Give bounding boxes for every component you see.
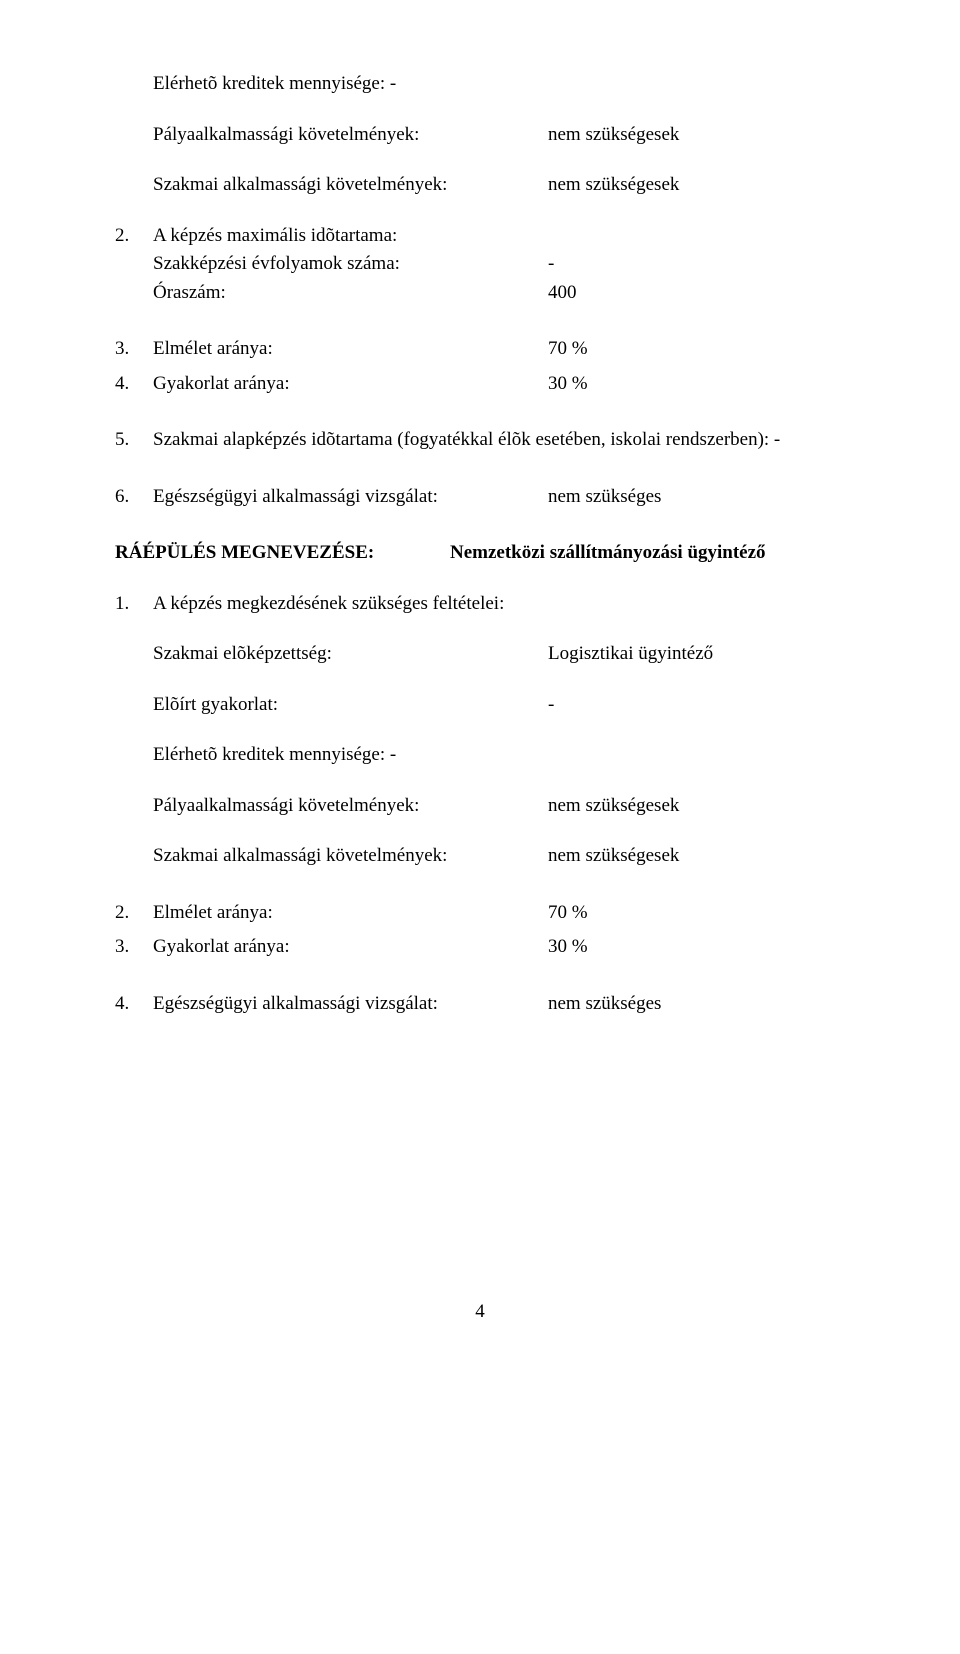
palyaalkalmassagi-row: Pályaalkalmassági követelmények: nem szü… bbox=[153, 121, 845, 150]
item-m1: 1. A képzés megkezdésének szükséges felt… bbox=[115, 590, 845, 871]
egeszseg-value: nem szükséges bbox=[548, 483, 845, 512]
raepules-heading: RÁÉPÜLÉS MEGNEVEZÉSE: Nemzetközi szállít… bbox=[115, 539, 845, 568]
item-number: 3. bbox=[115, 933, 153, 962]
item-number: 3. bbox=[115, 335, 153, 364]
evfolyamok-value: - bbox=[548, 250, 845, 279]
gyakorlat-eloir-value: - bbox=[548, 691, 845, 720]
item-number: 4. bbox=[115, 370, 153, 399]
evfolyamok-label: Szakképzési évfolyamok száma: bbox=[153, 250, 548, 279]
palyaalkalmassagi-label-2: Pályaalkalmassági követelmények: bbox=[153, 792, 548, 821]
elmelet-label: Elmélet aránya: bbox=[153, 335, 548, 364]
item-m3: 3. Gyakorlat aránya: 30 % bbox=[115, 933, 845, 962]
alapkepzes-text: Szakmai alapképzés idõtartama (fogyatékk… bbox=[153, 426, 845, 455]
gyakorlat-label: Gyakorlat aránya: bbox=[153, 370, 548, 399]
egeszseg-label: Egészségügyi alkalmassági vizsgálat: bbox=[153, 483, 548, 512]
oraszam-label: Óraszám: bbox=[153, 279, 548, 308]
item-number: 2. bbox=[115, 899, 153, 928]
palyaalkalmassagi-value: nem szükségesek bbox=[548, 121, 845, 150]
item-3: 3. Elmélet aránya: 70 % bbox=[115, 335, 845, 364]
item-2: 2. A képzés maximális idõtartama: Szakké… bbox=[115, 222, 845, 308]
item-m2: 2. Elmélet aránya: 70 % bbox=[115, 899, 845, 928]
szakmai-alkalmassagi-row: Szakmai alkalmassági követelmények: nem … bbox=[153, 171, 845, 200]
gyakorlat-value-2: 30 % bbox=[548, 933, 845, 962]
item-number: 5. bbox=[115, 426, 153, 455]
palyaalkalmassagi-value-2: nem szükségesek bbox=[548, 792, 845, 821]
item-5: 5. Szakmai alapképzés idõtartama (fogyat… bbox=[115, 426, 845, 455]
item-4: 4. Gyakorlat aránya: 30 % bbox=[115, 370, 845, 399]
item-number: 1. bbox=[115, 590, 153, 619]
credits-line: Elérhetõ kreditek mennyisége: - bbox=[153, 70, 845, 99]
szakmai-alkalmassagi-label-2: Szakmai alkalmassági követelmények: bbox=[153, 842, 548, 871]
max-duration-label: A képzés maximális idõtartama: bbox=[153, 222, 845, 251]
item-number: 4. bbox=[115, 990, 153, 1019]
elmelet-value-2: 70 % bbox=[548, 899, 845, 928]
gyakorlat-value: 30 % bbox=[548, 370, 845, 399]
szakmai-alkalmassagi-label: Szakmai alkalmassági követelmények: bbox=[153, 171, 548, 200]
szakmai-alkalmassagi-value-2: nem szükségesek bbox=[548, 842, 845, 871]
item-6: 6. Egészségügyi alkalmassági vizsgálat: … bbox=[115, 483, 845, 512]
gyakorlat-label-2: Gyakorlat aránya: bbox=[153, 933, 548, 962]
credits-line-2: Elérhetõ kreditek mennyisége: - bbox=[153, 741, 845, 770]
item-number: 2. bbox=[115, 222, 153, 251]
raepules-label: RÁÉPÜLÉS MEGNEVEZÉSE: bbox=[115, 539, 450, 568]
oraszam-value: 400 bbox=[548, 279, 845, 308]
page-number: 4 bbox=[115, 1298, 845, 1327]
item-number: 6. bbox=[115, 483, 153, 512]
egeszseg-value-2: nem szükséges bbox=[548, 990, 845, 1019]
palyaalkalmassagi-label: Pályaalkalmassági követelmények: bbox=[153, 121, 548, 150]
kepzes-feltetelei-title: A képzés megkezdésének szükséges feltéte… bbox=[153, 590, 845, 619]
raepules-value: Nemzetközi szállítmányozási ügyintéző bbox=[450, 539, 845, 568]
elokepzettseg-value: Logisztikai ügyintéző bbox=[548, 640, 845, 669]
elokepzettseg-label: Szakmai elõképzettség: bbox=[153, 640, 548, 669]
gyakorlat-eloir-label: Elõírt gyakorlat: bbox=[153, 691, 548, 720]
egeszseg-label-2: Egészségügyi alkalmassági vizsgálat: bbox=[153, 990, 548, 1019]
elmelet-value: 70 % bbox=[548, 335, 845, 364]
item-m4: 4. Egészségügyi alkalmassági vizsgálat: … bbox=[115, 990, 845, 1019]
szakmai-alkalmassagi-value: nem szükségesek bbox=[548, 171, 845, 200]
elmelet-label-2: Elmélet aránya: bbox=[153, 899, 548, 928]
